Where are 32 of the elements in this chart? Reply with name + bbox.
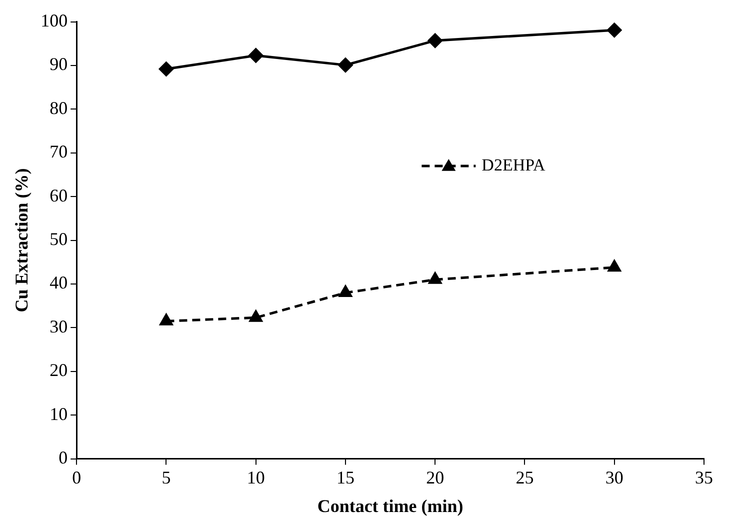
x-tick-label: 35	[695, 467, 713, 488]
point	[608, 260, 621, 272]
legend-label: D2EHPA	[482, 155, 546, 174]
y-tick-label: 20	[50, 360, 68, 380]
point	[158, 62, 174, 76]
point	[607, 22, 622, 38]
point	[428, 272, 442, 284]
x-tick-label: 30	[605, 467, 624, 488]
y-tick-label: 50	[50, 229, 68, 250]
point	[428, 33, 442, 48]
point	[249, 310, 262, 322]
point	[338, 58, 353, 72]
x-tick-label: 5	[162, 467, 171, 488]
y-tick-label: 0	[58, 448, 68, 468]
x-tick-label: 20	[426, 467, 444, 488]
point	[248, 48, 264, 63]
point	[160, 314, 173, 326]
y-tick-label: 40	[50, 272, 68, 293]
y-tick-label: 90	[50, 54, 68, 74]
y-tick-label: 70	[50, 142, 68, 162]
point	[339, 285, 352, 297]
x-axis-title: Contact time (min)	[317, 496, 464, 516]
x-tick-label: 0	[72, 467, 82, 488]
x-tick-label: 10	[246, 467, 265, 488]
y-tick-label: 10	[50, 404, 68, 424]
y-tick-label: 30	[50, 316, 68, 336]
x-tick-label: 15	[336, 467, 354, 488]
y-axis-title: Cu Extraction (%)	[11, 168, 32, 312]
y-tick-label: 100	[40, 10, 68, 31]
y-tick-label: 60	[50, 185, 68, 206]
y-tick-label: 80	[50, 98, 68, 118]
x-tick-label: 25	[516, 467, 534, 488]
